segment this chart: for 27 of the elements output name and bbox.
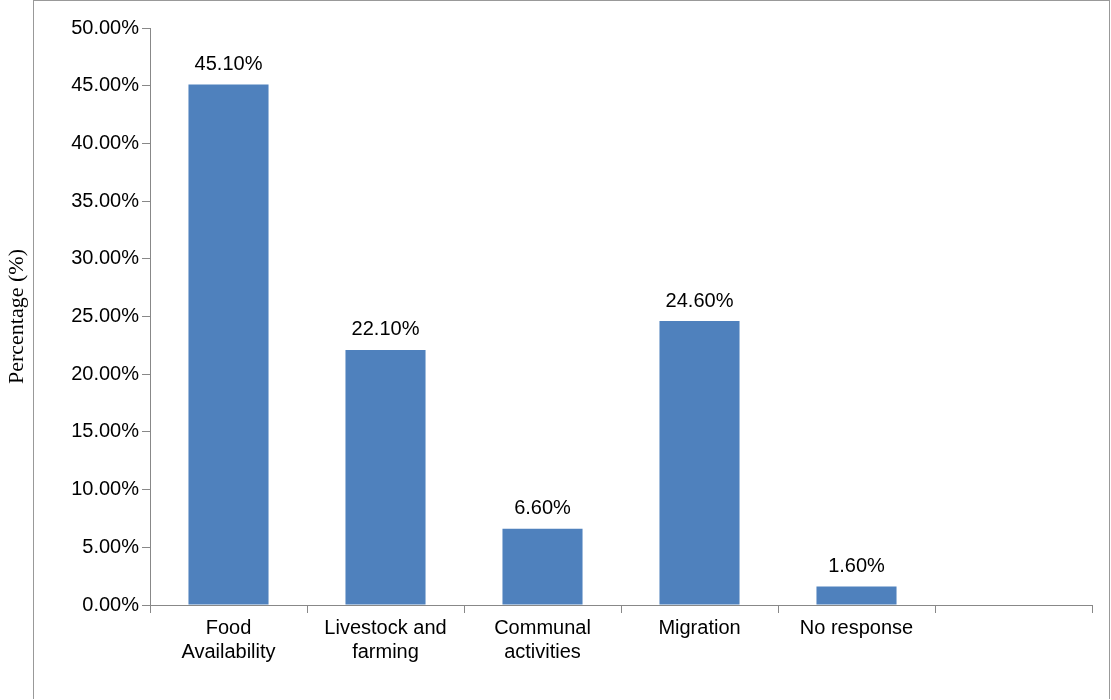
y-tick-label: 35.00% xyxy=(71,188,140,211)
y-tick-label: 5.00% xyxy=(82,534,140,557)
y-tick-label: 40.00% xyxy=(71,130,140,153)
data-label: 22.10% xyxy=(351,317,420,340)
bar xyxy=(816,586,897,605)
y-tick-label: 15.00% xyxy=(71,419,140,442)
data-label: 6.60% xyxy=(514,496,572,519)
data-label: 1.60% xyxy=(828,554,886,577)
bar xyxy=(659,321,740,605)
y-tick-label: 0.00% xyxy=(82,592,140,615)
x-tick-label: Food Availability xyxy=(181,615,276,662)
y-tick-label: 25.00% xyxy=(71,304,140,327)
x-tick-label: No response xyxy=(799,615,914,638)
y-tick-label: 45.00% xyxy=(71,73,140,96)
y-tick-label: 10.00% xyxy=(71,477,140,500)
bar xyxy=(502,528,583,605)
x-tick-label: Livestock and farming xyxy=(324,615,447,662)
x-tick-label: Communal activities xyxy=(494,615,591,662)
bar xyxy=(345,349,426,605)
y-tick-label: 20.00% xyxy=(71,361,140,384)
data-label: 24.60% xyxy=(665,288,734,311)
bar xyxy=(188,84,269,605)
data-label: 45.10% xyxy=(194,52,263,75)
y-tick-label: 30.00% xyxy=(71,246,140,269)
x-tick-label: Migration xyxy=(658,615,741,638)
y-axis-title: Percentage (%) xyxy=(2,249,28,384)
y-tick-label: 50.00% xyxy=(71,15,140,38)
